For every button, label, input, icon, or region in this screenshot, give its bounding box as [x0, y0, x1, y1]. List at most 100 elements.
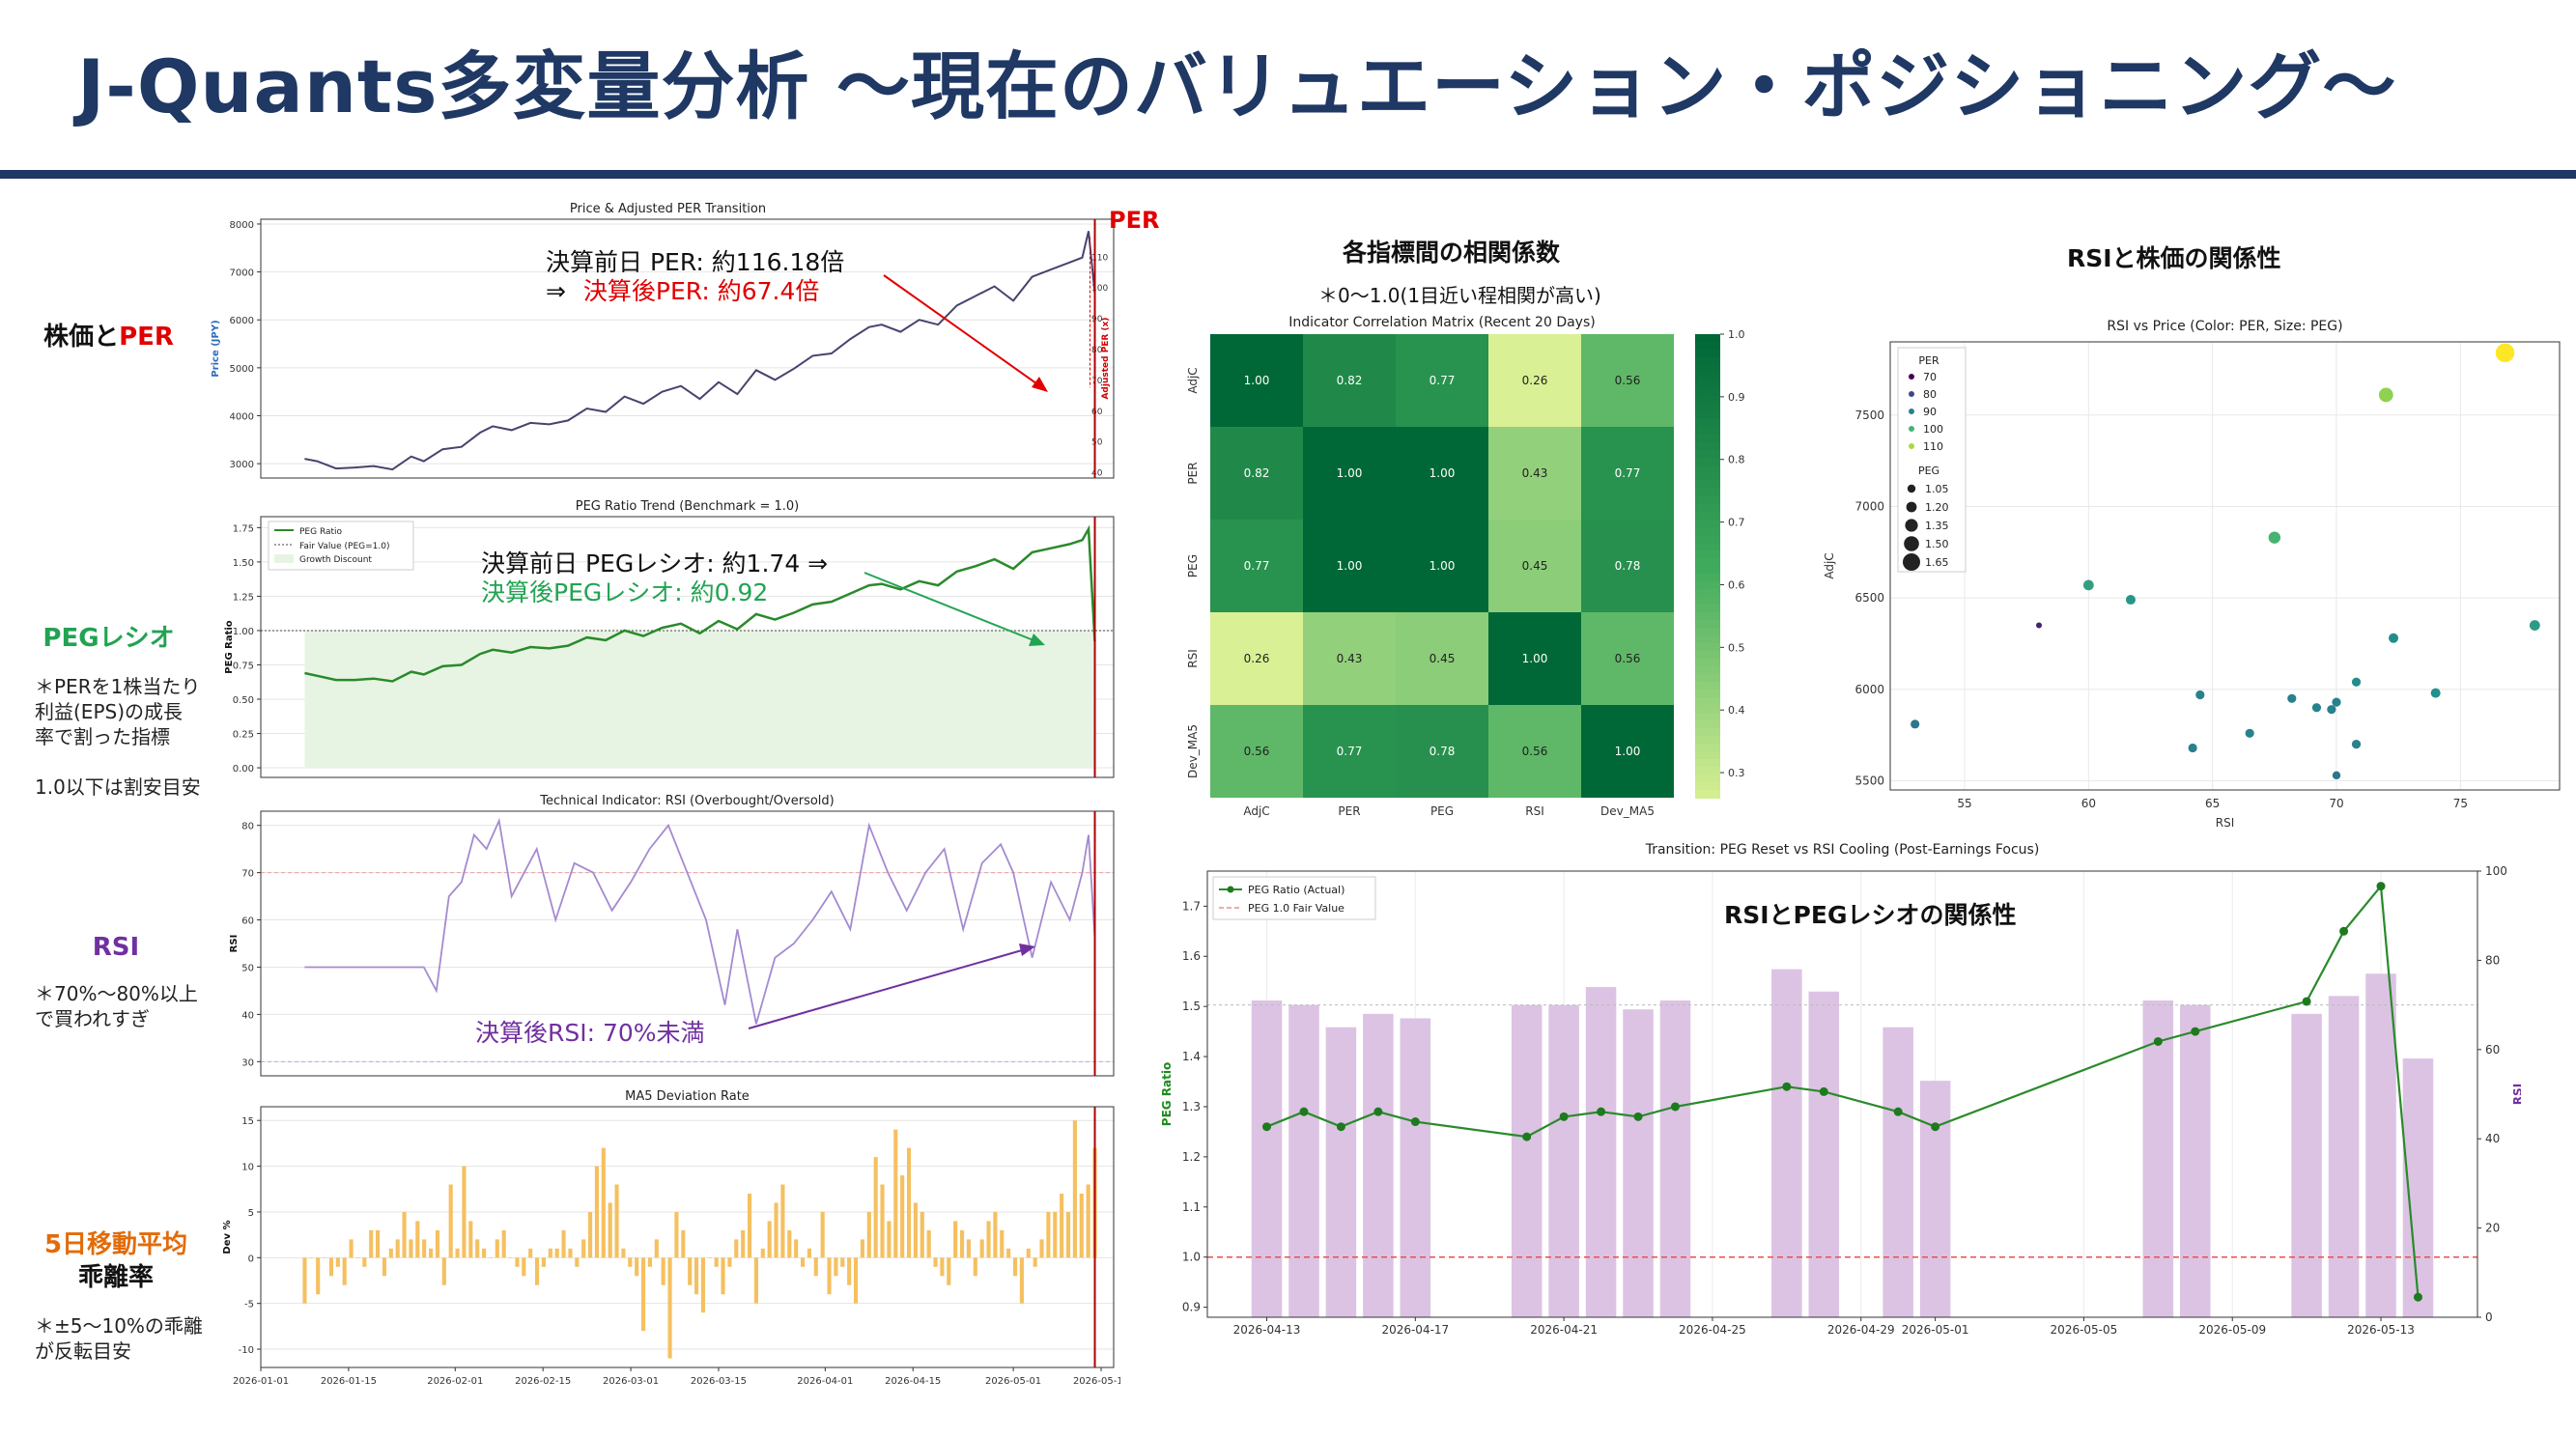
axis-label: PEG Ratio [1160, 1062, 1174, 1126]
heatmap-y-label: PEG [1186, 554, 1200, 578]
peg-point [1262, 1122, 1272, 1132]
heatmap-cell [1210, 334, 1303, 427]
heatmap-value: 1.00 [1337, 466, 1363, 480]
y-tick-label: 1.75 [233, 523, 254, 534]
colorbar-segment [1695, 759, 1720, 768]
scatter-point [2188, 743, 2197, 753]
ma5-bar [760, 1248, 765, 1258]
colorbar-segment [1695, 790, 1720, 799]
peg-point [1299, 1107, 1309, 1116]
ma5-bar [834, 1257, 838, 1277]
ma5-bar [1072, 1120, 1077, 1258]
peg-point [1782, 1082, 1792, 1091]
legend-box [1212, 876, 1376, 920]
ma5-bar [993, 1211, 998, 1258]
y-tick-label: 1.1 [1182, 1200, 1201, 1214]
per-label-text: PER [119, 323, 174, 352]
y-tick-label: 0.75 [233, 661, 254, 671]
colorbar-segment [1695, 450, 1720, 459]
rsi-arrow-head [1019, 944, 1035, 956]
ma5-bar [794, 1239, 799, 1258]
ma5-bar [1012, 1257, 1018, 1277]
x-tick-label: 2026-05-01 [1902, 1323, 1969, 1337]
ma5-bar [840, 1257, 845, 1267]
x-tick-label: 2026-03-15 [691, 1376, 747, 1387]
legend-box [1897, 347, 1967, 573]
heatmap-cell [1581, 612, 1674, 705]
peg-point [2153, 1036, 2163, 1046]
ma5-bar [554, 1248, 559, 1258]
legend-marker [1905, 519, 1918, 532]
scatter-point [2495, 343, 2515, 363]
y-tick-label: 7000 [230, 268, 254, 279]
heatmap-value: 0.77 [1244, 559, 1270, 573]
ma5-bar [1086, 1184, 1090, 1258]
colorbar-segment [1695, 388, 1720, 397]
plot-frame [260, 1106, 1115, 1368]
peg-arrow-head [1029, 634, 1045, 646]
ma5-bar [501, 1229, 506, 1258]
y2-tick-label: 80 [1091, 346, 1103, 355]
ma5-bar [674, 1211, 679, 1258]
x-tick-label: 60 [2081, 797, 2096, 810]
y2-tick-label: 80 [2485, 953, 2500, 967]
ma5-bar [900, 1175, 905, 1258]
ma5-bar [435, 1229, 440, 1258]
ma5-label-b: 乖離率 [77, 1263, 154, 1292]
ma5-bar [1019, 1257, 1024, 1304]
growth-discount-area [304, 630, 1095, 769]
plot-frame [260, 810, 1115, 1077]
y-tick-label: 1.0 [1182, 1251, 1201, 1264]
x-tick-label: 2026-05-09 [2198, 1323, 2266, 1337]
ma5-chart: -10 -5 0 5 10 15 Dev % MA5 Deviation Rate 2026-0… [222, 1089, 1120, 1387]
ma5-bar [747, 1194, 752, 1258]
ma5-bar [455, 1248, 460, 1258]
y2-tick-label: 70 [1091, 377, 1103, 386]
price-line [304, 231, 1096, 471]
title-rule [0, 170, 2576, 179]
legend-swatch [274, 554, 294, 563]
heatmap-cell [1210, 612, 1303, 705]
y2-tick-label: 40 [2485, 1132, 2500, 1145]
per-arrow-head [1032, 377, 1048, 392]
heatmap-value: 0.26 [1244, 652, 1270, 665]
x-tick-label: 2026-04-13 [1233, 1323, 1301, 1337]
colorbar-segment [1695, 357, 1720, 366]
scatter-point [2378, 387, 2393, 403]
heatmap-cell [1303, 520, 1396, 612]
colorbar-segment [1695, 581, 1720, 590]
ma5-bar [422, 1239, 427, 1258]
ma5-note: ＊±5～10%の乖離 が反転目安 [35, 1314, 203, 1363]
scatter-point [2332, 697, 2341, 707]
colorbar-segment [1695, 628, 1720, 636]
colorbar-segment [1695, 411, 1720, 420]
rsi-label: RSI [92, 933, 140, 962]
ma5-bar [1033, 1257, 1037, 1267]
heatmap-cell [1210, 520, 1303, 612]
rsi-bar [2291, 1013, 2322, 1317]
legend-marker [1904, 536, 1919, 551]
y-tick-label: 5500 [1854, 775, 1884, 788]
y-tick-label: 1.4 [1182, 1050, 1201, 1063]
ma5-bar [880, 1184, 885, 1258]
y2-tick-label: 20 [2485, 1222, 2500, 1235]
y-tick-label: 0 [248, 1254, 254, 1264]
ma5-bar [429, 1248, 434, 1258]
heatmap-cell [1488, 705, 1581, 798]
ma5-bar [714, 1257, 719, 1267]
rsi-bar [1659, 1000, 1691, 1317]
ma5-bar [495, 1239, 499, 1258]
ma5-bar [316, 1257, 321, 1295]
ma5-bar [528, 1248, 533, 1258]
ma5-bar [614, 1184, 619, 1258]
heatmap-cell [1210, 705, 1303, 798]
y2-tick-label: 110 [1091, 253, 1108, 263]
y2-tick-label: 100 [2485, 864, 2507, 878]
ma5-bar [441, 1257, 446, 1285]
y-tick-label: 0.9 [1182, 1301, 1201, 1314]
y2-tick-label: 50 [1091, 438, 1103, 448]
colorbar-segment [1695, 520, 1720, 528]
heatmap-cell [1581, 520, 1674, 612]
rsi-arrow-line [748, 947, 1030, 1029]
axis-label: RSI [229, 935, 240, 953]
